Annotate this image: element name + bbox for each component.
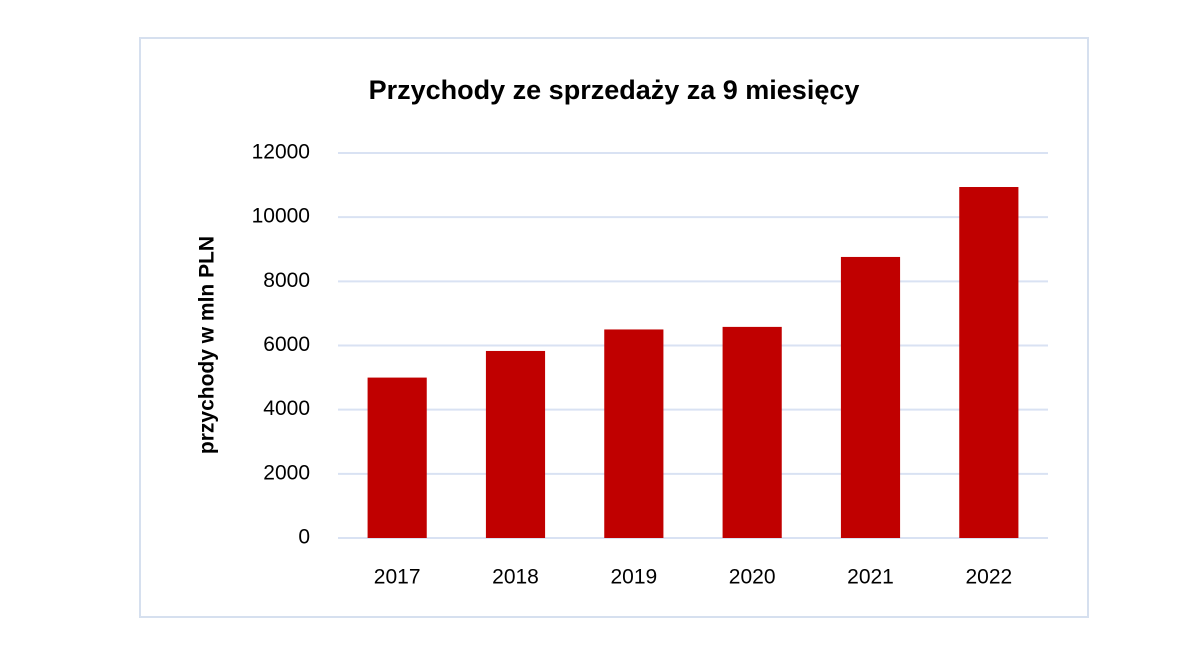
x-tick-label: 2019 <box>610 566 657 589</box>
x-tick-label: 2017 <box>374 566 421 589</box>
bar <box>604 329 664 538</box>
y-tick-label: 12000 <box>252 141 310 164</box>
bar <box>722 326 782 538</box>
y-axis-label: przychody w mln PLN <box>196 236 219 454</box>
bar <box>367 377 427 538</box>
y-tick-label: 6000 <box>263 333 310 356</box>
x-tick-label: 2022 <box>965 566 1012 589</box>
y-tick-label: 4000 <box>263 397 310 420</box>
chart-title: Przychody ze sprzedaży za 9 miesięcy <box>369 75 860 105</box>
y-tick-label: 0 <box>298 526 310 549</box>
y-tick-label: 2000 <box>263 461 310 484</box>
y-tick-label: 8000 <box>263 269 310 292</box>
x-tick-label: 2021 <box>847 566 894 589</box>
y-tick-label: 10000 <box>252 205 310 228</box>
bar <box>840 256 901 538</box>
bar <box>485 350 546 538</box>
bar <box>959 187 1019 538</box>
x-tick-label: 2018 <box>492 566 539 589</box>
x-tick-label: 2020 <box>729 566 776 589</box>
